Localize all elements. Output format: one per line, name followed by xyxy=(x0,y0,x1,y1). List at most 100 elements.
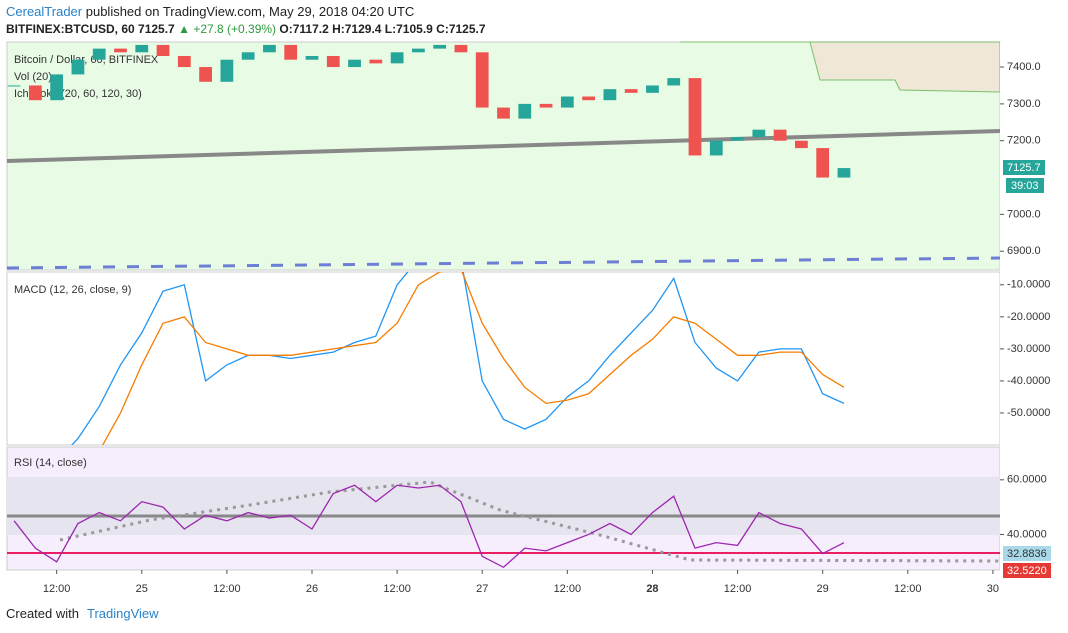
candle xyxy=(603,89,617,101)
price-box xyxy=(1003,160,1045,175)
candle xyxy=(795,140,808,149)
candle xyxy=(709,140,723,156)
candle xyxy=(539,103,553,108)
candle xyxy=(433,44,447,49)
y-tick-label: 6900.0 xyxy=(1007,245,1041,257)
pane-label: Ichimoku (20, 60, 120, 30) xyxy=(14,88,142,100)
price-scale xyxy=(1000,42,1068,572)
rsi-band xyxy=(7,477,1000,535)
candle xyxy=(28,85,42,101)
candle xyxy=(326,55,340,68)
candle xyxy=(454,44,468,53)
candle xyxy=(177,55,191,68)
candle xyxy=(773,129,787,141)
candle xyxy=(220,59,234,82)
y-tick-label: 7400.0 xyxy=(1007,61,1041,73)
candle xyxy=(475,52,489,108)
x-tick-label: 12:00 xyxy=(43,583,71,595)
countdown: 39:03 xyxy=(1011,180,1039,192)
plot xyxy=(70,272,845,445)
candle xyxy=(135,44,149,53)
candle xyxy=(582,96,595,101)
y-tick-label: -30.0000 xyxy=(1007,343,1050,355)
x-tick-label: 27 xyxy=(476,583,488,595)
last: 7125.7 xyxy=(138,22,175,36)
pane-title: MACD (12, 26, close, 9) xyxy=(14,284,131,296)
candle xyxy=(50,74,64,101)
candle xyxy=(624,89,638,93)
candle xyxy=(390,52,404,64)
plot xyxy=(7,44,851,178)
x-tick-label: 12:00 xyxy=(554,583,582,595)
candle xyxy=(752,129,766,138)
candle xyxy=(263,44,276,53)
brand[interactable]: TradingView xyxy=(86,606,159,621)
user[interactable]: CerealTrader xyxy=(6,4,83,19)
candle xyxy=(199,67,212,82)
candle xyxy=(369,59,383,64)
x-tick-label: 12:00 xyxy=(213,583,241,595)
ohlc: O:7117.2 H:7129.4 L:7105.9 C:7125.7 xyxy=(279,22,486,36)
pane-title: RSI (14, close) xyxy=(14,457,87,469)
x-tick-label: 12:00 xyxy=(383,583,411,595)
y-tick-label: 7200.0 xyxy=(1007,135,1041,147)
pane-label: Vol (20) xyxy=(14,71,52,83)
candle xyxy=(71,59,85,75)
footer: Created with TradingView xyxy=(6,606,159,621)
y-tick-label: -20.0000 xyxy=(1007,311,1050,323)
candle xyxy=(92,48,106,60)
candle xyxy=(560,96,574,108)
plot xyxy=(13,484,845,569)
x-tick-label: 12:00 xyxy=(724,583,752,595)
candle xyxy=(7,85,21,87)
change: +27.8 (+0.39%) xyxy=(193,22,277,36)
candle xyxy=(412,48,425,53)
candle xyxy=(816,148,830,178)
candle xyxy=(518,103,532,119)
series-line xyxy=(102,272,845,445)
y-tick-label: 60.0000 xyxy=(1007,474,1047,486)
level-box xyxy=(1003,546,1051,561)
x-tick-label: 12:00 xyxy=(894,583,922,595)
candle xyxy=(667,78,681,86)
level-label: 32.5220 xyxy=(1007,565,1047,577)
candle xyxy=(731,137,744,141)
pane-title: Bitcoin / Dollar, 60, BITFINEX xyxy=(14,54,159,66)
candle xyxy=(348,59,361,68)
x-tick-label: 30 xyxy=(987,583,999,595)
ichimoku-line xyxy=(6,256,1001,270)
price-label: 7125.7 xyxy=(1007,162,1041,174)
x-tick-label: 25 xyxy=(136,583,148,595)
published: published on TradingView.com, May 29, 20… xyxy=(85,4,415,19)
level-box xyxy=(1003,563,1051,578)
created: Created with xyxy=(6,606,79,621)
series-line xyxy=(70,272,845,445)
candle xyxy=(114,48,127,53)
publish-line: CerealTrader published on TradingView.co… xyxy=(6,4,414,19)
candle xyxy=(241,52,255,60)
y-tick-label: 40.0000 xyxy=(1007,528,1047,540)
candle xyxy=(284,44,298,60)
y-tick-label: -10.0000 xyxy=(1007,279,1050,291)
symbol: BITFINEX:BTCUSD, 60 xyxy=(6,22,135,36)
candle xyxy=(156,44,170,56)
x-tick-label: 28 xyxy=(646,583,658,595)
series-line xyxy=(13,484,845,569)
candle xyxy=(646,85,659,93)
y-tick-label: 7000.0 xyxy=(1007,208,1041,220)
candle xyxy=(497,107,510,119)
level-label: 32.8836 xyxy=(1007,548,1047,560)
chart: Bitcoin / Dollar, 60, BITFINEX Vol (20) … xyxy=(6,41,1068,595)
symbol-line: BITFINEX:BTCUSD, 60 7125.7 ▲ +27.8 (+0.3… xyxy=(6,22,486,36)
candle xyxy=(837,168,851,178)
y-tick-label: -50.0000 xyxy=(1007,407,1050,419)
candle xyxy=(688,78,702,156)
trend-line xyxy=(6,129,1001,163)
countdown-box xyxy=(1006,178,1044,193)
y-tick-label: -40.0000 xyxy=(1007,375,1050,387)
x-tick-label: 26 xyxy=(306,583,318,595)
candle xyxy=(305,55,319,60)
y-tick-label: 7300.0 xyxy=(1007,98,1041,110)
x-tick-label: 29 xyxy=(817,583,829,595)
